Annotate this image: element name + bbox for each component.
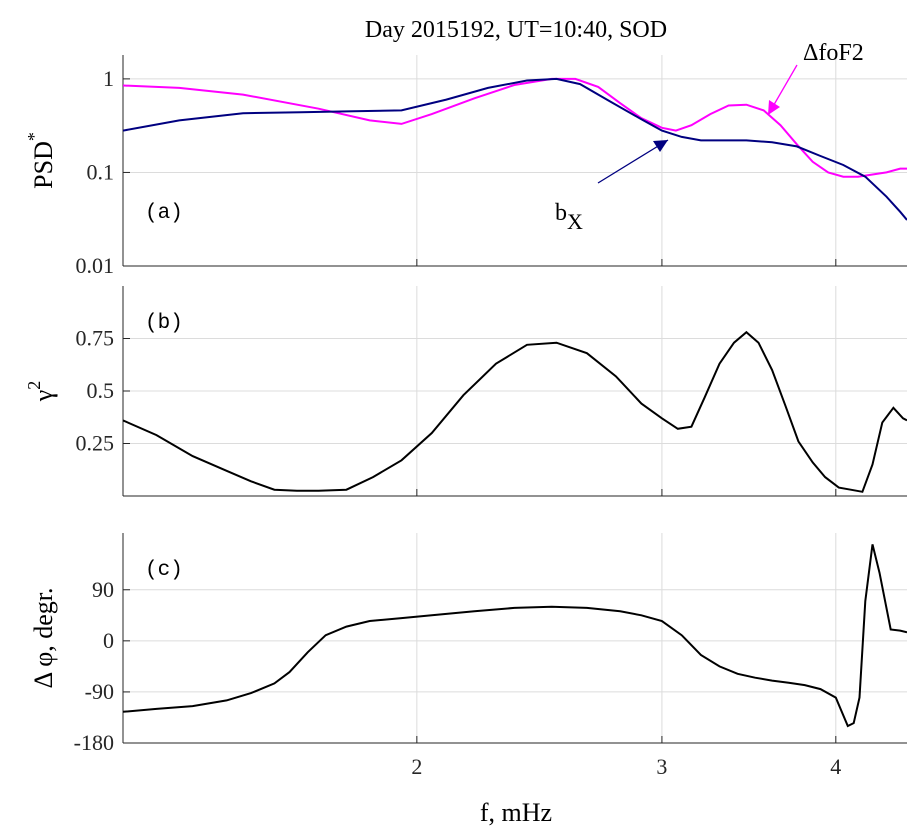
y-axis-title: PSD* (24, 132, 58, 189)
y-tick-label: -180 (74, 730, 114, 755)
y-axis-title-superscript: * (24, 132, 44, 141)
annotation-dfoF2: ΔfoF2 (803, 40, 864, 66)
y-tick-label: 0 (103, 628, 114, 653)
panel-tag: (a) (145, 202, 183, 225)
y-tick-label: -90 (85, 679, 114, 704)
series-line-dfoF2 (123, 77, 907, 178)
arrow-bx (597, 139, 669, 184)
panel-b: 0.25 0.5 0.75 (b) γ2 (24, 286, 907, 497)
arrowhead-bx (653, 140, 668, 152)
panel-tag: (b) (145, 312, 183, 335)
y-tick-label: 90 (92, 577, 114, 602)
y-tick-label: 0.1 (87, 159, 115, 184)
series-line-bx (123, 77, 907, 221)
y-tick-label: 0.5 (87, 378, 115, 403)
y-tick-label: 1 (103, 66, 114, 91)
panels: 0.01 0.1 1 (a) PSD* ΔfoF2 bX 0.25 0.5 0.75 (b) γ2 -1… (24, 40, 907, 779)
panel-a: 0.01 0.1 1 (a) PSD* ΔfoF2 bX (24, 40, 907, 278)
annotation-bx-subscript: X (567, 209, 583, 234)
x-tick-label: 4 (830, 754, 841, 779)
x-tick-label: 2 (411, 754, 422, 779)
y-tick-label: 0.25 (76, 431, 115, 456)
y-axis-title: Δ φ, degr. (29, 587, 58, 688)
annotation-bx: bX (555, 200, 583, 234)
panel-tag: (c) (145, 559, 183, 582)
figure-title: Day 2015192, UT=10:40, SOD (365, 17, 667, 43)
y-axis-title: γ2 (24, 381, 58, 403)
arrowhead-dfoF2 (768, 100, 780, 115)
y-axis-title-superscript: 2 (24, 381, 44, 390)
panel-c: -180 -90 0 90 2 3 4 (c) Δ φ, degr. (29, 533, 907, 779)
series-line-black (123, 544, 907, 728)
series-line-black (123, 330, 907, 493)
x-tick-label: 3 (656, 754, 667, 779)
y-tick-label: 0.01 (76, 253, 115, 278)
y-tick-label: 0.75 (76, 326, 115, 351)
x-axis-title: f, mHz (480, 798, 552, 827)
